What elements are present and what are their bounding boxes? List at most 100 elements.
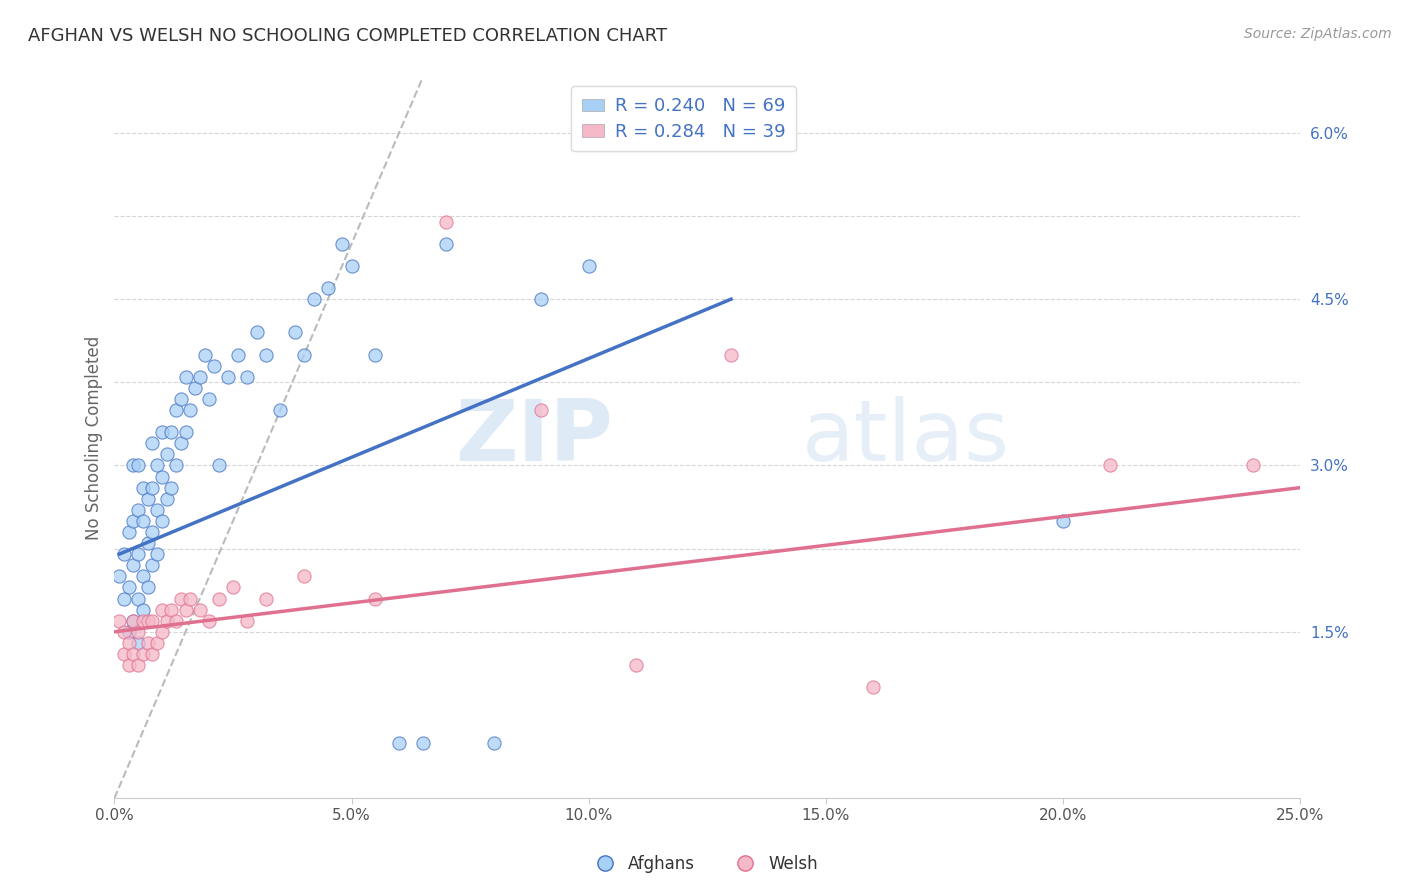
Point (202, 359, 225, 373)
Point (150, 425, 173, 440)
Point (117, 636, 139, 650)
Point (269, 403, 291, 417)
Point (146, 458, 169, 473)
Point (122, 614, 145, 628)
Point (254, 591, 277, 606)
Point (179, 591, 201, 606)
Point (127, 591, 149, 606)
Point (108, 614, 131, 628)
Point (122, 614, 145, 628)
Point (132, 647, 155, 661)
Point (112, 647, 135, 661)
Point (132, 569, 155, 583)
Point (108, 569, 131, 583)
Point (155, 447, 177, 461)
Point (208, 591, 231, 606)
Point (132, 514, 155, 528)
Point (150, 602, 173, 616)
Text: ZIP: ZIP (454, 396, 613, 479)
Point (340, 259, 363, 273)
Point (530, 403, 553, 417)
Point (155, 491, 177, 506)
Point (198, 614, 221, 628)
Text: AFGHAN VS WELSH NO SCHOOLING COMPLETED CORRELATION CHART: AFGHAN VS WELSH NO SCHOOLING COMPLETED C… (28, 27, 668, 45)
Point (136, 614, 159, 628)
Legend: Afghans, Welsh: Afghans, Welsh (581, 848, 825, 880)
Point (160, 602, 183, 616)
Point (141, 436, 163, 450)
Point (150, 514, 173, 528)
Point (302, 292, 325, 306)
Point (127, 624, 149, 639)
Point (412, 736, 434, 750)
Point (132, 481, 155, 495)
Point (122, 458, 145, 473)
Point (198, 392, 221, 406)
Point (141, 524, 163, 539)
Point (208, 458, 231, 473)
Point (330, 236, 353, 251)
Point (141, 558, 163, 573)
Point (165, 614, 187, 628)
Point (284, 326, 307, 340)
Point (170, 591, 193, 606)
Point (150, 469, 173, 483)
Point (226, 348, 249, 362)
Text: atlas: atlas (803, 396, 1010, 479)
Point (146, 503, 169, 517)
Point (160, 425, 183, 440)
Point (141, 481, 163, 495)
Point (1099, 458, 1122, 473)
Point (132, 614, 155, 628)
Point (117, 658, 139, 673)
Point (193, 348, 215, 362)
Point (170, 436, 193, 450)
Point (292, 569, 315, 583)
Point (117, 524, 139, 539)
Point (146, 547, 169, 561)
Point (165, 403, 187, 417)
Point (1052, 514, 1074, 528)
Point (1241, 458, 1264, 473)
Point (146, 636, 169, 650)
Legend: R = 0.240   N = 69, R = 0.284   N = 39: R = 0.240 N = 69, R = 0.284 N = 39 (571, 87, 796, 152)
Point (482, 736, 505, 750)
Point (165, 458, 187, 473)
Point (112, 547, 135, 561)
Point (292, 348, 315, 362)
Point (624, 658, 647, 673)
Point (179, 403, 201, 417)
Point (127, 458, 149, 473)
Point (127, 503, 149, 517)
Point (188, 369, 211, 384)
Point (188, 602, 211, 616)
Point (530, 292, 553, 306)
Point (136, 636, 159, 650)
Point (364, 591, 387, 606)
Point (127, 658, 149, 673)
Point (720, 348, 742, 362)
Point (174, 602, 197, 616)
Point (136, 536, 159, 550)
Point (122, 558, 145, 573)
Point (141, 614, 163, 628)
Point (132, 602, 155, 616)
Point (578, 259, 600, 273)
Point (136, 491, 159, 506)
Point (236, 369, 259, 384)
Point (436, 214, 458, 228)
Point (246, 326, 269, 340)
Point (436, 236, 458, 251)
Point (155, 614, 177, 628)
Point (117, 581, 139, 595)
Point (160, 481, 183, 495)
Point (136, 581, 159, 595)
Point (170, 392, 193, 406)
Point (222, 581, 245, 595)
Point (141, 647, 163, 661)
Point (174, 425, 197, 440)
Point (127, 636, 149, 650)
Point (862, 680, 884, 694)
Point (184, 381, 207, 395)
Point (112, 624, 135, 639)
